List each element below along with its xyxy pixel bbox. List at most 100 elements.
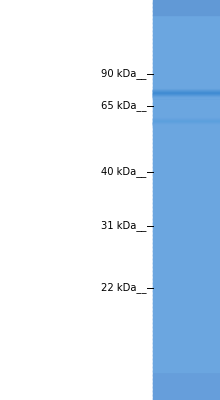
- Bar: [153, 274, 220, 276]
- Bar: [153, 42, 220, 44]
- Bar: [153, 318, 220, 320]
- Bar: [153, 334, 220, 336]
- Bar: [153, 148, 220, 151]
- Bar: [153, 127, 220, 129]
- Bar: [153, 272, 220, 275]
- Bar: [153, 379, 220, 381]
- Bar: [153, 162, 220, 164]
- Bar: [153, 335, 220, 337]
- Bar: [153, 4, 220, 7]
- Bar: [153, 51, 220, 53]
- Bar: [153, 151, 220, 153]
- Bar: [153, 252, 220, 255]
- Bar: [153, 292, 220, 295]
- Bar: [153, 239, 220, 241]
- Bar: [153, 94, 220, 95]
- Bar: [153, 322, 220, 324]
- Bar: [153, 371, 220, 373]
- Bar: [153, 97, 220, 98]
- Bar: [153, 199, 220, 201]
- Bar: [153, 100, 220, 103]
- Text: 90 kDa__: 90 kDa__: [101, 68, 146, 80]
- Bar: [153, 270, 220, 272]
- Bar: [153, 32, 220, 35]
- Bar: [153, 50, 220, 52]
- Bar: [153, 328, 220, 331]
- Bar: [153, 311, 220, 313]
- Bar: [153, 96, 220, 97]
- Bar: [153, 44, 220, 47]
- Bar: [153, 363, 220, 365]
- Bar: [153, 6, 220, 8]
- Bar: [153, 242, 220, 244]
- Bar: [153, 95, 220, 97]
- Bar: [153, 154, 220, 156]
- Bar: [153, 3, 220, 5]
- Bar: [153, 386, 220, 388]
- Bar: [153, 16, 220, 19]
- Bar: [153, 106, 220, 108]
- Bar: [153, 299, 220, 301]
- Bar: [153, 121, 220, 122]
- Bar: [153, 300, 220, 303]
- Bar: [153, 219, 220, 221]
- Bar: [153, 158, 220, 160]
- Bar: [153, 350, 220, 352]
- Bar: [153, 296, 220, 299]
- Bar: [153, 90, 220, 91]
- Bar: [153, 152, 220, 155]
- Bar: [153, 198, 220, 200]
- Bar: [153, 124, 220, 127]
- Bar: [153, 175, 220, 177]
- Bar: [153, 226, 220, 228]
- Bar: [153, 182, 220, 184]
- Bar: [153, 40, 220, 43]
- Bar: [153, 139, 220, 141]
- Bar: [153, 203, 220, 205]
- Bar: [153, 224, 220, 227]
- Bar: [153, 356, 220, 359]
- Bar: [153, 71, 220, 73]
- Text: 65 kDa__: 65 kDa__: [101, 100, 146, 112]
- Bar: [153, 119, 220, 121]
- Bar: [153, 87, 220, 89]
- Bar: [153, 327, 220, 329]
- Bar: [153, 118, 220, 120]
- Bar: [153, 346, 220, 348]
- Bar: [153, 27, 220, 29]
- Bar: [153, 112, 220, 115]
- Bar: [153, 74, 220, 76]
- Bar: [153, 187, 220, 189]
- Bar: [153, 354, 220, 356]
- Bar: [153, 54, 220, 56]
- Bar: [153, 392, 220, 395]
- Bar: [153, 107, 220, 109]
- Bar: [153, 83, 220, 85]
- Bar: [153, 70, 220, 72]
- Bar: [153, 126, 220, 128]
- Bar: [153, 258, 220, 260]
- Bar: [153, 347, 220, 349]
- Bar: [153, 302, 220, 304]
- Bar: [153, 210, 220, 212]
- Bar: [153, 222, 220, 224]
- Bar: [153, 279, 220, 281]
- Text: 22 kDa__: 22 kDa__: [101, 282, 146, 294]
- Bar: [153, 94, 220, 96]
- Bar: [153, 150, 220, 152]
- Bar: [153, 352, 220, 355]
- Bar: [153, 12, 220, 15]
- Bar: [153, 284, 220, 287]
- Bar: [153, 310, 220, 312]
- Bar: [153, 72, 220, 75]
- Bar: [153, 375, 220, 377]
- Bar: [153, 18, 220, 20]
- Bar: [153, 56, 220, 59]
- Bar: [153, 336, 220, 339]
- Bar: [153, 264, 220, 267]
- Bar: [153, 102, 220, 104]
- Bar: [153, 156, 220, 159]
- Bar: [153, 62, 220, 64]
- Bar: [153, 194, 220, 196]
- Bar: [153, 290, 220, 292]
